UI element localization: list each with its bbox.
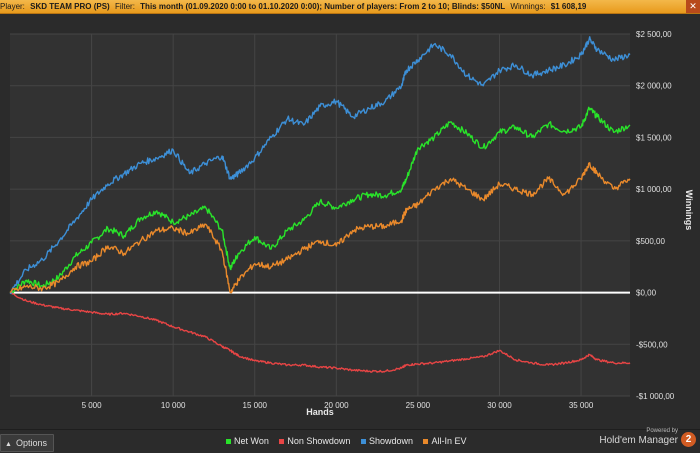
- series-line-net-won: [9, 106, 631, 294]
- y-tick-label: $2 000,00: [636, 82, 672, 91]
- legend-swatch: [423, 439, 429, 445]
- series-line-showdown: [9, 36, 631, 295]
- legend-swatch: [360, 439, 366, 445]
- x-tick-label: 20 000: [324, 401, 349, 410]
- y-tick-label: $500,00: [636, 237, 665, 246]
- winnings-label: Winnings:: [510, 2, 546, 11]
- legend-item-all-in-ev[interactable]: All-In EV: [423, 436, 467, 446]
- x-tick-label: 35 000: [569, 401, 594, 410]
- brand-badge-icon: 2: [681, 432, 696, 447]
- brand-name: Hold'em Manager: [599, 435, 678, 446]
- legend-label: Non Showdown: [287, 436, 351, 446]
- player-value: SKD TEAM PRO (PS): [30, 2, 110, 11]
- x-tick-label: 30 000: [487, 401, 512, 410]
- chevron-up-icon: ▲: [5, 441, 12, 448]
- options-button[interactable]: ▲ Options: [0, 434, 54, 452]
- legend-label: All-In EV: [431, 436, 467, 446]
- x-axis-label: Hands: [306, 407, 334, 417]
- winnings-value: $1 608,19: [550, 2, 587, 11]
- series-line-all-in-ev: [9, 162, 631, 294]
- series: [9, 36, 631, 373]
- legend-item-non-showdown[interactable]: Non Showdown: [279, 436, 350, 446]
- footer-bar: [0, 429, 700, 453]
- legend-swatch: [226, 439, 231, 445]
- filter-label: Filter:: [114, 2, 135, 11]
- y-tick-label: $2 500,00: [636, 30, 672, 39]
- y-tick-label: -$1 000,00: [636, 392, 675, 401]
- y-axis-label: Winnings: [684, 190, 694, 230]
- x-tick-label: 25 000: [406, 401, 431, 410]
- title-bar: Player: SKD TEAM PRO (PS) Filter: This m…: [0, 0, 700, 14]
- legend-label: Showdown: [368, 436, 413, 446]
- y-tick-label: $1 000,00: [636, 185, 672, 194]
- axes: 5 000 10 000 15 000 20 000 25 000 30 000 35 00…: [82, 30, 675, 410]
- x-tick-label: 5 000: [82, 401, 103, 410]
- y-tick-label: -$500,00: [636, 340, 668, 349]
- x-tick-label: 15 000: [243, 401, 268, 410]
- legend-item-showdown[interactable]: Showdown: [360, 436, 413, 446]
- y-tick-label: $0,00: [636, 289, 657, 298]
- series-line-non-showdown: [9, 291, 631, 373]
- filter-value: This month (01.09.2020 0:00 to 01.10.202…: [140, 2, 506, 11]
- x-tick-label: 10 000: [161, 401, 186, 410]
- legend-swatch: [279, 439, 285, 445]
- brand-logo: Powered by Hold'em Manager: [599, 427, 678, 447]
- chart-legend: Net Won Non Showdown Showdown All-In EV: [226, 436, 475, 446]
- powered-by-text: Powered by: [646, 428, 678, 434]
- plot-background: [10, 34, 630, 396]
- legend-item-net-won[interactable]: Net Won: [226, 436, 269, 446]
- player-label: Player:: [0, 2, 25, 11]
- winnings-chart: 5 000 10 000 15 000 20 000 25 000 30 000 35 00…: [9, 30, 694, 417]
- y-tick-label: $1 500,00: [636, 133, 672, 142]
- legend-label: Net Won: [234, 436, 269, 446]
- options-label: Options: [15, 438, 47, 448]
- close-icon[interactable]: ✕: [686, 0, 700, 13]
